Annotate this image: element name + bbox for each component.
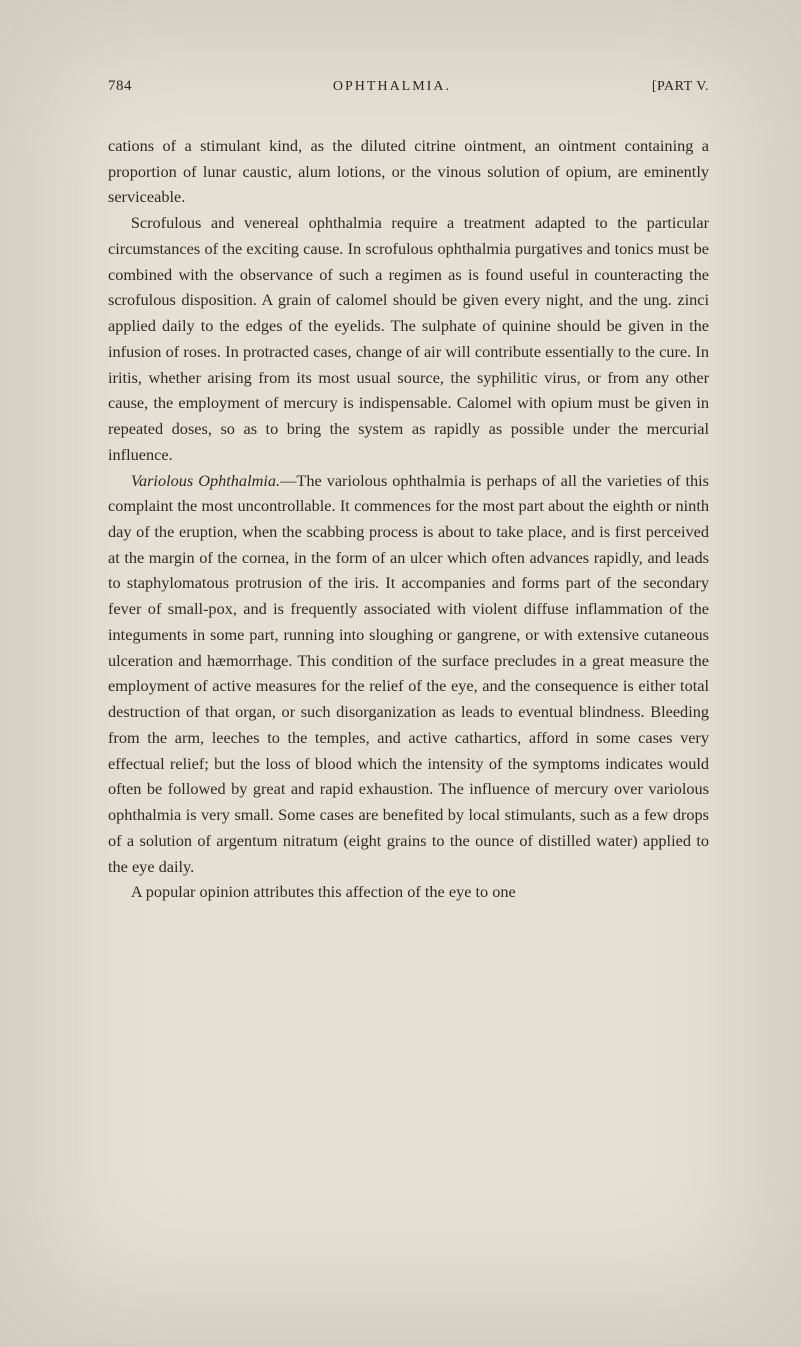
paragraph-4: A popular opinion attributes this affect… [108, 879, 709, 905]
paragraph-1: cations of a stimulant kind, as the dilu… [108, 133, 709, 210]
paragraph-3-rest: —The variolous ophthalmia is perhaps of … [108, 471, 709, 876]
paragraph-3-lead: Variolous Ophthalmia. [131, 471, 280, 490]
scanned-page: 784 OPHTHALMIA. [PART V. cations of a st… [0, 0, 801, 965]
body-text: cations of a stimulant kind, as the dilu… [108, 133, 709, 905]
page-header: 784 OPHTHALMIA. [PART V. [108, 78, 709, 95]
page-number: 784 [108, 78, 132, 95]
paragraph-3: Variolous Ophthalmia.—The variolous opht… [108, 468, 709, 880]
header-part: [PART V. [652, 79, 709, 95]
header-title: OPHTHALMIA. [333, 79, 451, 95]
paragraph-2: Scrofulous and venereal ophthalmia requi… [108, 210, 709, 467]
